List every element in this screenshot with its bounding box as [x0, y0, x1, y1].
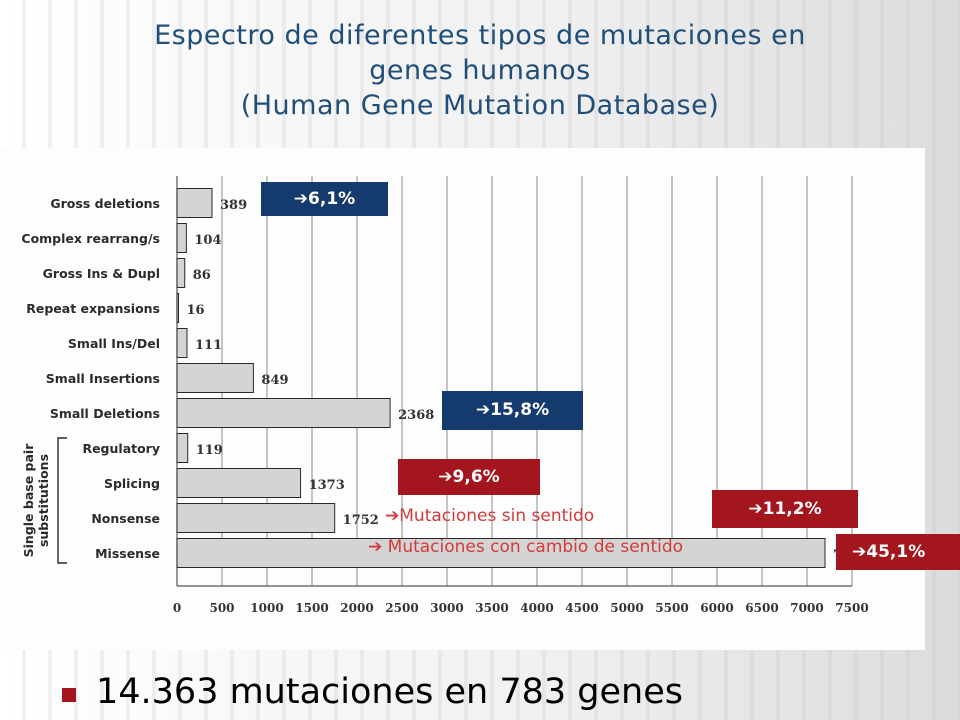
value-label: 111	[195, 338, 222, 353]
group-label: Single base pairsubstitutions	[21, 443, 51, 558]
percent-tag-splicing: ➔9,6%	[398, 459, 540, 495]
mutation-bar-chart: 0 500 1000 1500 2000 2500 3000 3500 4000 4500 5000…	[21, 176, 869, 615]
x-tick-label: 5500	[655, 601, 688, 615]
category-label: Small Insertions	[46, 371, 160, 386]
arrow-icon: ➔	[293, 189, 309, 209]
note-missense: ➔ Mutaciones con cambio de sentido	[368, 537, 683, 557]
arrow-icon: ➔	[368, 537, 383, 557]
group-label-line: substitutions	[36, 454, 51, 547]
bar	[176, 258, 186, 288]
percent-tag-missense: ➔45,1%	[836, 534, 960, 570]
category-label: Nonsense	[91, 511, 160, 526]
x-tick-label: 2500	[385, 601, 418, 615]
category-label: Missense	[95, 546, 160, 561]
bar	[176, 223, 187, 253]
title-line-3: (Human Gene Mutation Database)	[240, 90, 720, 121]
bullet-square-icon	[62, 688, 76, 702]
percent-tag-text: 11,2%	[762, 499, 822, 519]
x-tick-label: 7500	[835, 601, 868, 615]
bar	[176, 293, 179, 323]
bar	[176, 503, 336, 533]
value-label: 16	[187, 303, 205, 318]
x-tick-label: 1000	[250, 601, 283, 615]
percent-tag-text: 45,1%	[866, 542, 926, 562]
category-label: Gross Ins & Dupl	[43, 266, 160, 281]
note-text: Mutaciones sin sentido	[399, 506, 595, 526]
group-label-line: Single base pair	[21, 443, 36, 558]
title-line-2: genes humanos	[369, 55, 591, 86]
note-text: Mutaciones con cambio de sentido	[387, 537, 684, 557]
percent-tag-gross-deletions: ➔6,1%	[261, 182, 388, 216]
bar	[176, 363, 254, 393]
value-label: 86	[193, 268, 211, 283]
bar	[176, 328, 188, 358]
percent-tag-nonsense: ➔11,2%	[712, 490, 858, 528]
percent-tag-text: 15,8%	[490, 400, 550, 420]
value-label: 1752	[343, 513, 379, 528]
x-tick-label: 4000	[520, 601, 553, 615]
x-tick-label: 7000	[790, 601, 823, 615]
x-tick-label: 6000	[700, 601, 733, 615]
bar	[176, 538, 826, 568]
value-label: 1373	[309, 478, 345, 493]
category-label: Regulatory	[82, 441, 160, 456]
value-label: 2368	[398, 408, 434, 423]
x-tick-label: 2000	[340, 601, 373, 615]
bar	[176, 468, 302, 498]
group-bracket	[57, 437, 67, 564]
arrow-icon: ➔	[852, 542, 867, 562]
category-label: Gross deletions	[50, 196, 160, 211]
category-label: Splicing	[104, 476, 160, 491]
arrow-icon: ➔	[438, 467, 453, 487]
arrow-icon: ➔	[748, 499, 763, 519]
category-label: Repeat expansions	[26, 301, 160, 316]
note-nonsense: ➔Mutaciones sin sentido	[385, 506, 594, 526]
arrow-icon: ➔	[475, 400, 491, 420]
value-label: 389	[220, 198, 247, 213]
bullet-text: 14.363 mutaciones en 783 genes	[96, 672, 683, 712]
x-tick-label: 6500	[745, 601, 778, 615]
x-tick-label: 3500	[475, 601, 508, 615]
bar	[176, 398, 391, 428]
x-tick-label: 4500	[565, 601, 598, 615]
slide-title: Espectro de diferentes tipos de mutacion…	[0, 18, 960, 123]
x-tick-label: 5000	[610, 601, 643, 615]
x-tick-label: 1500	[295, 601, 328, 615]
value-label: 119	[196, 443, 223, 458]
x-tick-label: 500	[209, 601, 234, 615]
arrow-icon: ➔	[385, 506, 400, 526]
x-tick-label: 0	[173, 601, 181, 615]
value-label: 849	[261, 373, 288, 388]
percent-tag-small-deletions: ➔15,8%	[442, 391, 583, 430]
category-label: Small Deletions	[50, 406, 160, 421]
value-label: 104	[194, 233, 221, 248]
bar	[176, 188, 213, 218]
percent-tag-text: 6,1%	[308, 189, 356, 209]
bar	[176, 433, 189, 463]
percent-tag-text: 9,6%	[452, 467, 500, 487]
x-tick-label: 3000	[430, 601, 463, 615]
title-line-1: Espectro de diferentes tipos de mutacion…	[154, 20, 806, 51]
category-label: Complex rearrang/s	[21, 231, 160, 246]
category-label: Small Ins/Del	[68, 336, 160, 351]
